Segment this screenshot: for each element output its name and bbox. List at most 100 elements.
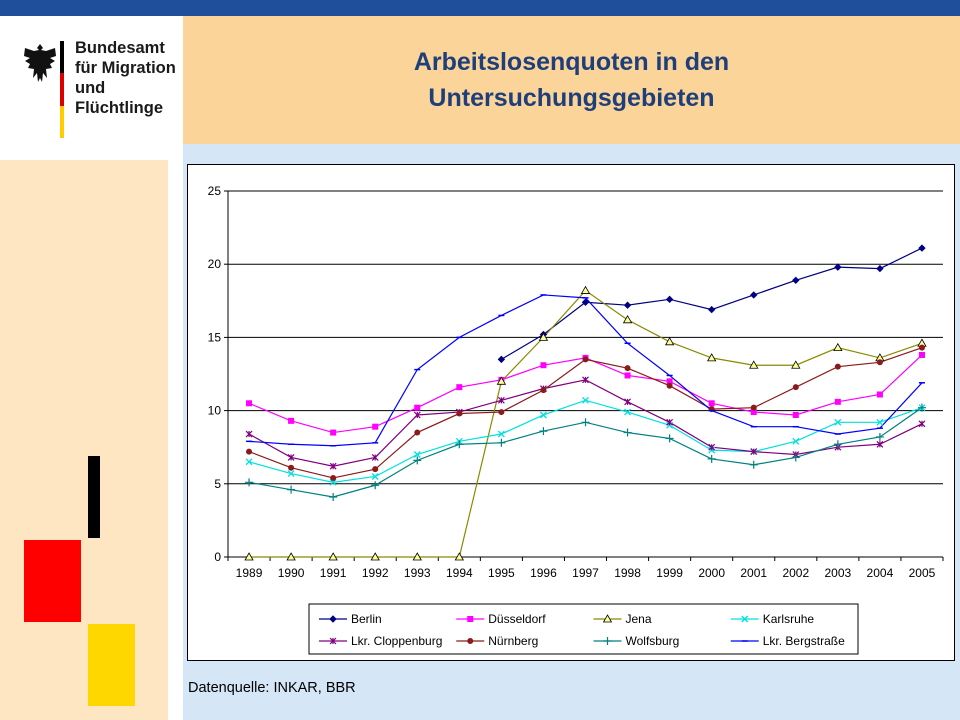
data-point: [245, 430, 253, 438]
x-tick-label: 2004: [867, 566, 894, 580]
x-tick-label: 1994: [446, 566, 473, 580]
flag-stripe: [60, 41, 64, 139]
data-point: [540, 362, 547, 369]
x-tick-label: 1993: [404, 566, 431, 580]
data-point: [497, 438, 506, 447]
data-point: [750, 404, 757, 411]
data-point: [666, 418, 674, 426]
x-tick-label: 1991: [320, 566, 347, 580]
data-point: [833, 440, 842, 449]
data-point: [414, 429, 421, 436]
data-point: [497, 355, 506, 364]
series-markers: [244, 244, 927, 561]
data-point: [245, 478, 254, 487]
data-point: [329, 615, 337, 623]
x-tick-label: 2003: [825, 566, 852, 580]
legend-label: Wolfsburg: [626, 634, 680, 648]
data-point: [246, 448, 253, 455]
y-tick-label: 15: [208, 330, 222, 344]
data-point: [329, 637, 337, 645]
x-tick-label: 1995: [488, 566, 515, 580]
x-tick-label: 1998: [614, 566, 641, 580]
data-point: [370, 552, 380, 561]
data-point: [834, 263, 842, 271]
data-point: [624, 372, 631, 379]
x-tick-label: 2002: [782, 566, 809, 580]
page-title: Arbeitslosenquoten in den Untersuchungsg…: [413, 48, 730, 112]
data-point: [664, 336, 675, 346]
data-point: [581, 418, 590, 427]
logo-text: Bundesamt für Migration und Flüchtlinge: [75, 39, 176, 117]
decor-red-block: [24, 540, 81, 622]
data-source-note: Datenquelle: INKAR, BBR: [188, 680, 356, 696]
x-tick-label: 1999: [656, 566, 683, 580]
data-point: [622, 315, 633, 324]
data-point: [623, 301, 632, 309]
data-point: [288, 464, 295, 471]
data-point: [413, 451, 421, 458]
data-point: [498, 409, 505, 416]
data-point: [286, 552, 296, 561]
data-point: [329, 478, 337, 486]
data-point: [245, 458, 253, 466]
data-point: [918, 244, 926, 252]
data-point: [708, 443, 716, 451]
data-point: [602, 614, 613, 623]
data-point: [917, 403, 926, 412]
data-point: [833, 342, 843, 352]
data-point: [582, 376, 589, 384]
y-tick-label: 0: [214, 550, 221, 564]
flag-stripe-gold: [60, 105, 64, 138]
data-point: [538, 332, 549, 341]
x-tick-label: 1990: [278, 566, 305, 580]
plot-area: [228, 191, 943, 557]
left-panel: [0, 160, 168, 720]
data-point: [455, 440, 464, 449]
data-point: [456, 384, 463, 391]
y-tick-label: 5: [214, 477, 221, 491]
data-point: [791, 360, 801, 369]
data-point: [665, 434, 674, 443]
x-tick-label: 1989: [236, 566, 263, 580]
data-point: [749, 460, 758, 469]
legend-label: Nürnberg: [488, 634, 538, 648]
legend-label: Berlin: [351, 612, 382, 626]
data-point: [413, 411, 421, 419]
data-point: [371, 481, 380, 490]
data-point: [413, 456, 422, 465]
data-point: [496, 376, 507, 385]
data-point: [540, 387, 547, 394]
data-point: [665, 295, 674, 304]
data-point: [582, 356, 589, 363]
data-point: [287, 470, 295, 478]
legend-box: [308, 603, 859, 655]
data-point: [750, 409, 757, 416]
data-point: [918, 351, 925, 358]
data-point: [834, 398, 841, 405]
y-tick-label: 25: [208, 184, 222, 198]
data-point: [792, 437, 800, 445]
data-point: [246, 400, 253, 407]
data-point: [876, 359, 883, 366]
data-point: [330, 429, 337, 436]
x-tick-label: 2005: [909, 566, 936, 580]
data-point: [582, 396, 589, 404]
data-point: [918, 344, 925, 351]
data-point: [580, 285, 591, 294]
data-point: [287, 485, 296, 494]
x-tick-label: 2001: [740, 566, 767, 580]
data-point: [834, 363, 841, 370]
data-point: [875, 432, 884, 441]
data-point: [876, 391, 883, 398]
data-point: [456, 410, 463, 417]
data-point: [750, 448, 758, 456]
data-point: [603, 637, 612, 645]
x-tick-label: 2000: [698, 566, 725, 580]
legend-label: Lkr. Bergstraße: [763, 634, 845, 648]
x-tick-label: 1996: [530, 566, 557, 580]
data-point: [666, 378, 673, 385]
y-tick-label: 10: [208, 404, 222, 418]
legend: Berlin Düsseldorf Jena Karlsruhe Lkr. Cloppe…: [308, 603, 859, 655]
data-point: [581, 298, 590, 306]
